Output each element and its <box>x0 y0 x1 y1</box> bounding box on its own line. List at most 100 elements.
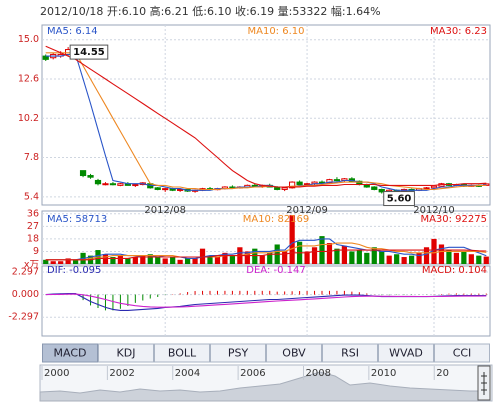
candle-body <box>326 179 333 184</box>
candle-body <box>132 184 139 187</box>
candle-body <box>333 179 341 182</box>
tab-label[interactable]: RSI <box>341 347 359 360</box>
tab-label[interactable]: PSY <box>228 347 249 360</box>
legend-entry: MA30: 6.23 <box>430 26 487 37</box>
tab-button[interactable] <box>322 343 378 363</box>
candle-body <box>251 184 258 187</box>
indicator-tab[interactable]: CCI <box>434 343 490 363</box>
navigator-area <box>39 371 479 402</box>
legend-entry: MA10: 6.10 <box>247 26 304 37</box>
candle-body <box>94 179 102 185</box>
volume-bar <box>147 254 153 264</box>
volume-bar <box>408 255 415 264</box>
candle-body <box>423 187 430 190</box>
tab-label[interactable]: CCI <box>453 347 472 360</box>
volume-bar <box>326 243 333 264</box>
indicator-tab[interactable]: RSI <box>322 343 378 363</box>
panel-frame <box>41 24 491 206</box>
candle-body <box>79 170 87 177</box>
candle-body <box>102 183 109 186</box>
volume-bar <box>140 255 146 264</box>
tab-label[interactable]: BOLL <box>168 347 197 360</box>
annotation-box <box>69 44 109 60</box>
volume-bar <box>72 259 79 264</box>
ma-line <box>45 53 487 191</box>
tab-button[interactable] <box>378 343 434 363</box>
volume-bar <box>177 259 183 264</box>
quote-header: 2012/10/18 开:6.10 高:6.21 低:6.10 收:6.19 量… <box>40 4 381 18</box>
y-tick-label: 7.8 <box>24 152 39 163</box>
volume-bar <box>461 251 467 264</box>
tab-label[interactable]: WVAD <box>389 347 423 360</box>
volume-bar <box>334 248 340 264</box>
indicator-tab[interactable]: MACD <box>42 343 98 363</box>
unit-label: x万 <box>24 260 39 271</box>
volume-bar <box>386 255 392 264</box>
volume-bar <box>341 245 348 264</box>
candle-body <box>87 175 94 178</box>
legend-entry: MA5: 58713 <box>47 214 107 225</box>
volume-bar <box>65 258 71 264</box>
legend-entry: MA5: 6.14 <box>47 26 98 37</box>
volume-bar <box>222 252 228 264</box>
indicator-tab[interactable]: BOLL <box>154 343 210 363</box>
candle-body <box>303 183 311 186</box>
candle-body <box>281 187 288 190</box>
volume-bar <box>267 252 273 264</box>
candle-body <box>296 181 303 186</box>
x-tick-label: 2012/09 <box>286 205 328 216</box>
volume-bar <box>446 250 452 264</box>
tab-button[interactable] <box>154 343 210 363</box>
volume-bar <box>304 251 310 264</box>
volume-bar <box>311 247 318 264</box>
tab-label[interactable]: MACD <box>54 347 87 360</box>
candle-body <box>109 183 117 186</box>
indicator-tab[interactable]: OBV <box>266 343 322 363</box>
candle-body <box>430 185 438 189</box>
tab-label[interactable]: OBV <box>282 347 306 360</box>
y-tick-label: 10.2 <box>18 113 39 124</box>
indicator-tab[interactable]: KDJ <box>98 343 154 363</box>
year-label: 2008 <box>305 368 330 379</box>
volume-bar <box>229 255 236 264</box>
volume-bar <box>58 261 64 264</box>
tab-button[interactable] <box>98 343 154 363</box>
legend-entry: MA10: 82169 <box>243 214 310 225</box>
tab-button[interactable] <box>42 343 98 363</box>
volume-bar <box>102 254 109 264</box>
volume-bar <box>43 259 49 264</box>
volume-bar <box>431 238 437 264</box>
year-label: 20 <box>436 368 449 379</box>
tab-button[interactable] <box>266 343 322 363</box>
candle-body <box>378 188 385 193</box>
y-tick-label: -2.297 <box>8 312 39 323</box>
volume-bar <box>349 251 355 264</box>
y-tick-label: 9 <box>33 246 39 257</box>
volume-bar <box>476 255 482 264</box>
indicator-tab[interactable]: PSY <box>210 343 266 363</box>
volume-bar <box>132 257 138 264</box>
volume-bar <box>214 257 221 264</box>
y-tick-label: 18 <box>27 233 39 244</box>
ma-line <box>45 293 487 308</box>
handle-grip[interactable] <box>481 372 487 395</box>
tab-button[interactable] <box>210 343 266 363</box>
tab-button[interactable] <box>434 343 490 363</box>
ma-line <box>45 52 487 191</box>
legend-entry: DEA: -0.147 <box>246 265 305 276</box>
volume-bar <box>192 258 198 264</box>
ma-line <box>45 238 487 261</box>
year-label: 2002 <box>109 368 134 379</box>
ma-line <box>45 45 487 188</box>
volume-bar <box>468 254 474 264</box>
candle-body <box>162 188 169 191</box>
indicator-tab[interactable]: WVAD <box>378 343 434 363</box>
navigator-handle[interactable] <box>477 365 491 401</box>
year-label: 2000 <box>44 368 69 379</box>
volume-bar <box>483 256 489 264</box>
volume-bar <box>259 255 265 264</box>
x-tick-label: 2012/10 <box>413 205 455 216</box>
tab-label[interactable]: KDJ <box>117 347 136 360</box>
volume-bar <box>207 255 213 264</box>
